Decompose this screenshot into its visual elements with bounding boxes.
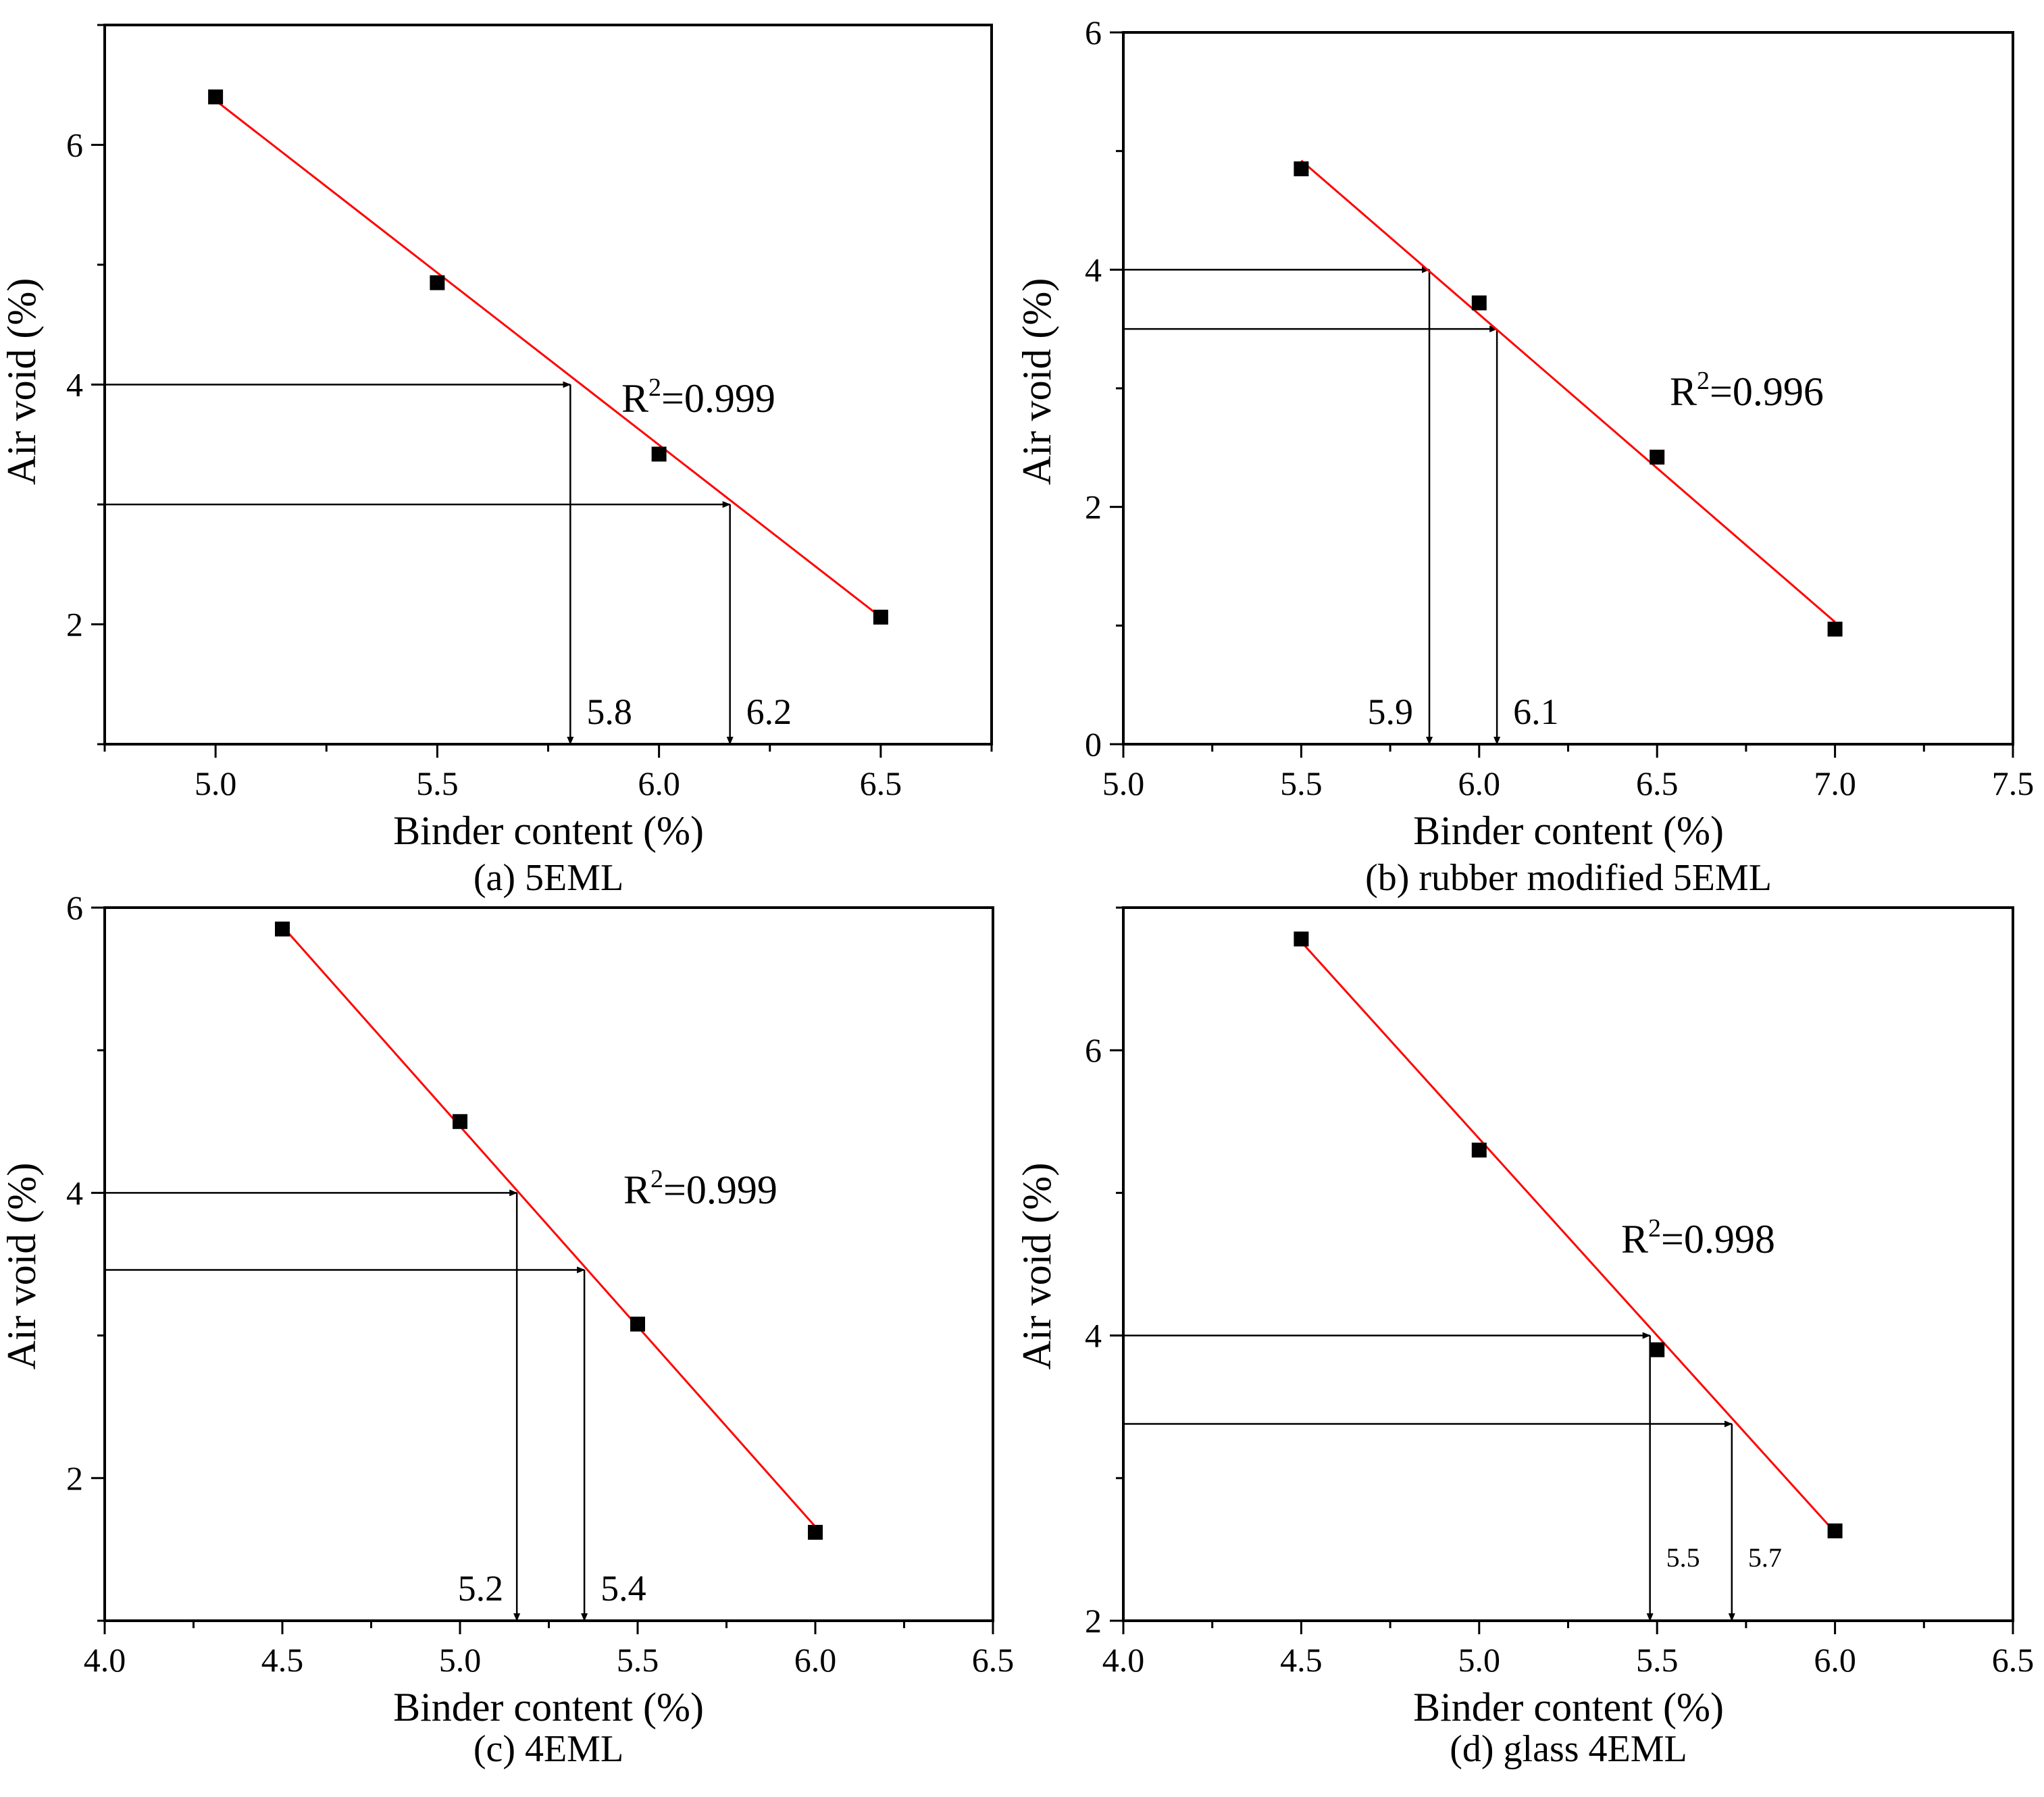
guide-value-label: 5.5 — [1666, 1542, 1700, 1573]
y-tick-label: 4 — [1085, 251, 1102, 288]
x-tick-label: 5.5 — [1636, 1641, 1679, 1679]
x-tick-label: 5.0 — [1102, 764, 1145, 802]
y-axis-title: Air void (%) — [1015, 1163, 1059, 1370]
x-tick-label: 7.0 — [1814, 764, 1856, 802]
linear-fit-line — [215, 99, 882, 619]
r-squared-label: R2=0.999 — [623, 1165, 777, 1212]
x-tick-label: 5.0 — [439, 1641, 482, 1679]
data-point — [1471, 295, 1487, 311]
data-point — [453, 1114, 467, 1129]
plot-frame — [1122, 906, 2014, 1622]
y-tick-label: 4 — [66, 1174, 83, 1212]
x-axis-title: Binder content (%) — [393, 808, 704, 853]
y-axis-title: Air void (%) — [0, 278, 44, 486]
guide-value-label: 5.8 — [586, 692, 632, 732]
x-tick-label: 5.5 — [1280, 764, 1323, 802]
y-tick-label: 6 — [1085, 14, 1102, 51]
data-point — [1294, 161, 1309, 177]
data-point — [808, 1525, 823, 1540]
y-tick-label: 6 — [1085, 1031, 1102, 1069]
x-tick-label: 6.5 — [1992, 1641, 2035, 1679]
x-tick-label: 6.0 — [638, 764, 680, 802]
x-tick-label: 6.5 — [860, 764, 902, 802]
data-point — [1827, 621, 1843, 637]
y-axis-title: Air void (%) — [1015, 278, 1059, 486]
x-axis-title: Binder content (%) — [1413, 808, 1724, 853]
data-point — [1294, 931, 1309, 947]
data-point — [651, 446, 667, 462]
plot-frame — [1122, 31, 2014, 746]
linear-fit-line — [1300, 941, 1836, 1534]
linear-fit-line — [281, 925, 817, 1528]
x-tick-label: 6.0 — [1814, 1641, 1856, 1679]
guide-value-label: 6.2 — [746, 692, 792, 732]
y-tick-label: 6 — [66, 889, 83, 927]
data-point — [208, 89, 224, 105]
r-squared-label: R2=0.999 — [621, 373, 775, 421]
panel-caption: (a) 5EML — [474, 857, 623, 899]
r-squared-label: R2=0.996 — [1670, 367, 1824, 414]
y-tick-label: 4 — [66, 366, 83, 404]
x-tick-label: 6.0 — [1458, 764, 1501, 802]
chart-panel-a: 5.0 5.5 6.0 6.5 2 4 6 Binder content (%) Air voi… — [0, 24, 993, 899]
y-tick-label: 4 — [1085, 1317, 1102, 1355]
x-tick-label: 4.5 — [261, 1641, 304, 1679]
x-tick-label: 5.0 — [195, 764, 237, 802]
data-point — [1650, 449, 1665, 465]
data-point — [1827, 1523, 1843, 1538]
panel-caption: (b) rubber modified 5EML — [1365, 857, 1772, 899]
y-axis-title: Air void (%) — [0, 1163, 44, 1370]
r-squared-label: R2=0.998 — [1621, 1214, 1775, 1261]
data-point — [1471, 1143, 1487, 1158]
x-tick-label: 5.5 — [617, 1641, 659, 1679]
x-tick-label: 4.5 — [1280, 1641, 1323, 1679]
x-tick-label: 5.0 — [1458, 1641, 1501, 1679]
data-point — [1650, 1342, 1665, 1357]
y-tick-label: 2 — [66, 1459, 83, 1497]
x-tick-label: 7.5 — [1992, 764, 2035, 802]
y-tick-label: 0 — [1085, 725, 1102, 763]
plot-frame — [103, 906, 994, 1622]
guide-value-label: 5.4 — [601, 1568, 646, 1609]
x-tick-label: 6.0 — [794, 1641, 837, 1679]
x-tick-label: 4.0 — [1102, 1641, 1145, 1679]
chart-panel-d: 4.0 4.5 5.0 5.5 6.0 6.5 2 4 6 Binder content (%) A… — [1015, 906, 2035, 1770]
guide-value-label: 5.9 — [1368, 692, 1414, 732]
x-tick-label: 6.5 — [972, 1641, 1015, 1679]
guide-value-label: 6.1 — [1513, 692, 1559, 732]
x-tick-label: 4.0 — [84, 1641, 126, 1679]
y-tick-label: 2 — [66, 606, 83, 644]
chart-panel-b: 5.0 5.5 6.0 6.5 7.0 7.5 0 2 4 6 Binder content (%)… — [1015, 14, 2034, 899]
y-tick-label: 2 — [1085, 488, 1102, 526]
chart-panel-c: 4.0 4.5 5.0 5.5 6.0 6.5 2 4 6 Binder content (%) A… — [0, 889, 1014, 1770]
panel-caption: (c) 4EML — [474, 1728, 623, 1770]
x-tick-label: 6.5 — [1636, 764, 1679, 802]
y-tick-label: 2 — [1085, 1602, 1102, 1640]
guide-value-label: 5.7 — [1748, 1542, 1782, 1573]
data-point — [873, 609, 888, 625]
x-tick-label: 5.5 — [416, 764, 459, 802]
linear-fit-line — [1300, 159, 1836, 623]
data-point — [630, 1316, 645, 1332]
data-point — [430, 275, 445, 290]
panel-caption: (d) glass 4EML — [1450, 1728, 1687, 1770]
guide-value-label: 5.2 — [458, 1568, 504, 1609]
x-axis-title: Binder content (%) — [1413, 1685, 1724, 1729]
data-point — [275, 921, 290, 937]
y-tick-label: 6 — [66, 126, 83, 164]
x-axis-title: Binder content (%) — [393, 1685, 704, 1729]
